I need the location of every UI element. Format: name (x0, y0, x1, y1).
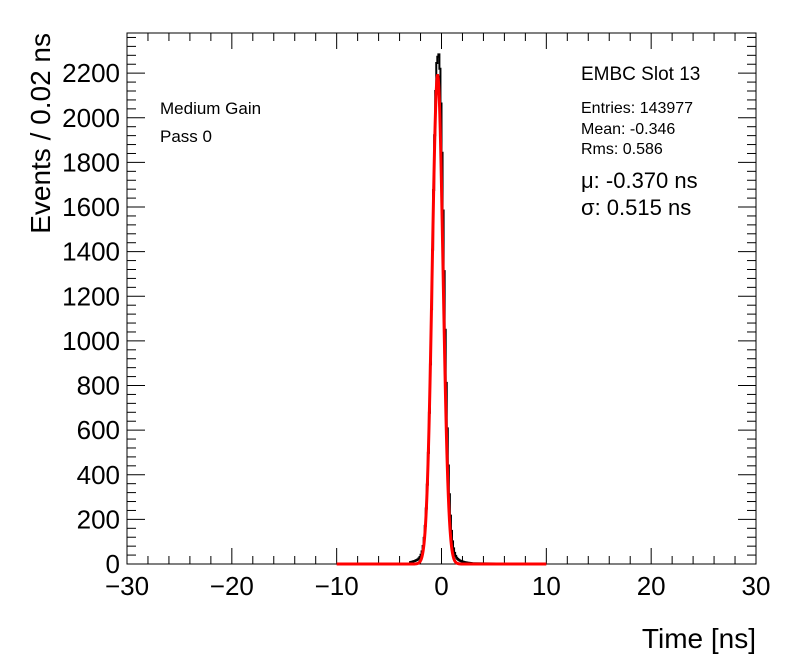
fit-series (336, 73, 547, 566)
x-tick-label: −10 (315, 571, 359, 601)
entries-label: Entries: 143977 (581, 100, 693, 117)
y-tick-label: 1600 (62, 192, 120, 222)
y-axis-ticks: 0 200 400 600 800 1000 1200 1400 1600 1800 2000 220… (62, 58, 756, 579)
y-tick-label: 1200 (62, 281, 120, 311)
y-tick-label: 1000 (62, 326, 120, 356)
x-tick-label: 10 (532, 571, 561, 601)
rms-label: Rms: 0.586 (581, 141, 663, 158)
x-tick-label: 20 (637, 571, 666, 601)
y-tick-label: 400 (77, 460, 120, 490)
y-tick-label: 2000 (62, 103, 120, 133)
x-tick-label: −30 (105, 571, 149, 601)
y-tick-label: 1800 (62, 147, 120, 177)
y-tick-label: 200 (77, 504, 120, 534)
module-label: EMBC Slot 13 (581, 64, 700, 85)
y-tick-label: 2200 (62, 58, 120, 88)
y-tick-label: 1400 (62, 237, 120, 267)
x-tick-label: −20 (210, 571, 254, 601)
minor-ticks (127, 33, 756, 564)
histogram-series (336, 53, 547, 565)
mean-label: Mean: -0.346 (581, 121, 675, 138)
x-tick-label: 30 (742, 571, 771, 601)
fit-mu-label: μ: -0.370 ns (581, 168, 698, 193)
x-tick-label: 0 (434, 571, 448, 601)
y-axis-title: Events / 0.02 ns (25, 33, 56, 234)
x-axis-ticks: −30 −20 −10 0 10 20 30 (105, 33, 771, 601)
pass-label: Pass 0 (160, 127, 212, 146)
y-tick-label: 600 (77, 415, 120, 445)
gain-label: Medium Gain (160, 99, 261, 118)
y-tick-label: 0 (106, 549, 120, 579)
fit-curve (336, 73, 547, 566)
x-axis-title: Time [ns] (642, 623, 756, 654)
fit-sigma-label: σ: 0.515 ns (581, 195, 691, 220)
histogram-line (336, 53, 547, 565)
y-tick-label: 800 (77, 371, 120, 401)
